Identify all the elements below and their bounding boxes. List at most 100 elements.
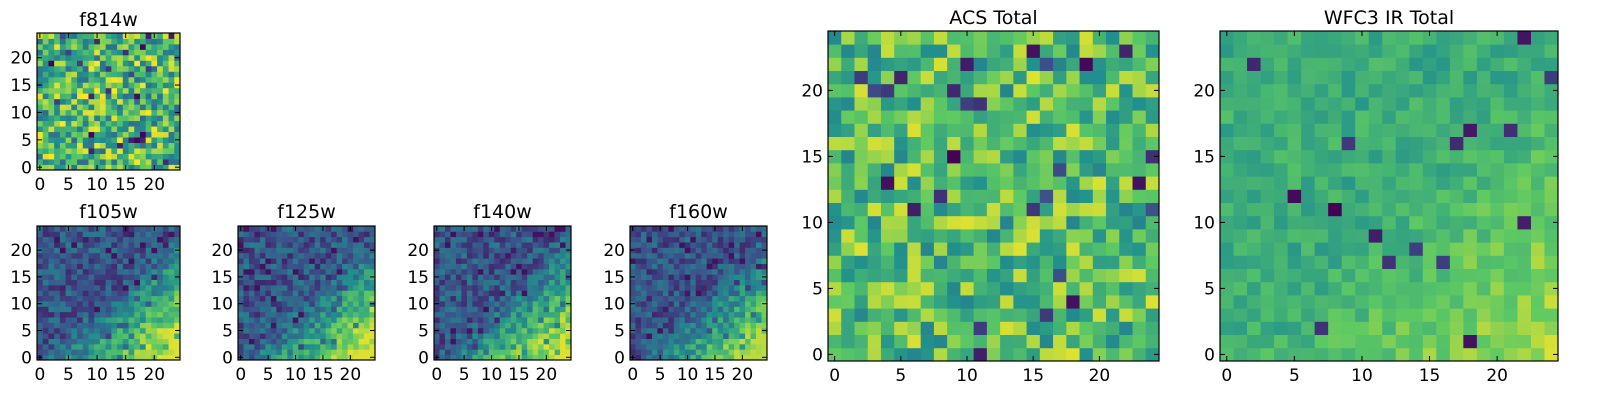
heatmap-cell xyxy=(477,247,484,254)
heatmap-cell xyxy=(145,236,152,243)
heatmap-cell xyxy=(734,268,740,275)
heatmap-cell xyxy=(59,38,66,45)
heatmap-cell xyxy=(1274,97,1288,111)
heatmap-cell xyxy=(657,252,664,259)
heatmap-cell xyxy=(1092,149,1107,164)
heatmap-cell xyxy=(444,247,451,254)
heatmap-cell xyxy=(538,322,544,329)
heatmap-cell xyxy=(1119,83,1133,98)
heatmap-cell xyxy=(358,327,365,334)
heatmap-cell xyxy=(1544,31,1559,45)
heatmap-cell xyxy=(1355,202,1370,217)
heatmap-cell xyxy=(1490,189,1505,203)
heatmap-cell xyxy=(254,349,261,356)
heatmap-cell xyxy=(630,242,636,248)
heatmap-cell xyxy=(42,104,49,111)
heatmap-cell xyxy=(276,306,283,313)
heatmap-cell xyxy=(1260,57,1275,71)
heatmap-cell xyxy=(494,226,501,232)
heatmap-cell xyxy=(1409,281,1424,296)
heatmap-cell xyxy=(646,295,653,302)
heatmap-cell xyxy=(494,343,501,350)
heatmap-cell xyxy=(325,247,332,254)
heatmap-cell xyxy=(105,317,112,323)
heatmap-cell xyxy=(521,343,528,350)
heatmap-cell xyxy=(450,306,457,313)
heatmap-cell xyxy=(364,226,370,232)
heatmap-cell xyxy=(162,338,169,345)
heatmap-cell xyxy=(369,284,376,291)
heatmap-cell xyxy=(841,163,855,177)
heatmap-cell xyxy=(265,349,272,356)
heatmap-cell xyxy=(920,136,935,151)
heatmap-cell xyxy=(287,301,294,307)
heatmap-cell xyxy=(761,279,768,286)
heatmap-cell xyxy=(1409,347,1424,362)
heatmap-cell xyxy=(145,76,152,83)
heatmap-cell xyxy=(723,226,730,232)
heatmap-cell xyxy=(122,71,129,78)
heatmap-cell xyxy=(867,202,882,217)
heatmap-cell xyxy=(59,295,66,302)
heatmap-cell xyxy=(1132,44,1147,58)
heatmap-cell xyxy=(673,343,680,350)
heatmap-cell xyxy=(298,290,305,297)
heatmap-cell xyxy=(168,354,175,361)
heatmap-cell xyxy=(111,164,118,171)
heatmap-cell xyxy=(48,226,55,232)
heatmap-cell xyxy=(532,322,539,329)
heatmap-cell xyxy=(99,252,107,259)
heatmap-cell xyxy=(99,98,107,105)
heatmap-cell xyxy=(287,247,294,254)
heatmap-cell xyxy=(1503,202,1518,217)
heatmap-cell xyxy=(1220,149,1234,164)
heatmap-cell xyxy=(292,252,299,259)
heatmap-cell xyxy=(1106,44,1120,58)
heatmap-cell xyxy=(111,354,118,361)
heatmap-cell xyxy=(1000,202,1014,217)
heatmap-cell xyxy=(1382,57,1397,71)
heatmap-cell xyxy=(1476,163,1491,177)
heatmap-cell xyxy=(88,263,95,270)
heatmap-cell xyxy=(298,247,305,254)
heatmap-cell xyxy=(336,231,343,238)
heatmap-cell xyxy=(516,284,523,291)
heatmap-cell xyxy=(880,44,895,58)
heatmap-cell xyxy=(88,142,95,149)
heatmap-cell xyxy=(1039,136,1054,151)
heatmap-cell xyxy=(347,349,354,356)
heatmap-cell xyxy=(706,231,713,238)
axes-frame xyxy=(827,30,1160,362)
heatmap-cell xyxy=(854,189,869,203)
heatmap-cell xyxy=(434,317,440,323)
heatmap-cell xyxy=(640,279,647,286)
heatmap-cell xyxy=(82,137,89,143)
heatmap-cell xyxy=(139,76,147,83)
heatmap-cell xyxy=(128,268,135,275)
heatmap-cell xyxy=(128,295,135,302)
heatmap-cell xyxy=(320,252,327,259)
heatmap-cell xyxy=(157,33,164,39)
heatmap-cell xyxy=(521,231,528,238)
heatmap-cell xyxy=(960,110,975,124)
heatmap-cell xyxy=(88,268,95,275)
heatmap-cell xyxy=(1463,268,1478,283)
heatmap-cell xyxy=(270,322,277,329)
heatmap-cell xyxy=(54,284,61,291)
heatmap-cell xyxy=(1247,255,1261,269)
heatmap-cell xyxy=(54,43,61,50)
heatmap-cell xyxy=(723,317,730,323)
heatmap-cell xyxy=(151,236,158,243)
heatmap-cell xyxy=(444,311,451,318)
heatmap-cell xyxy=(960,136,975,151)
heatmap-cell xyxy=(122,295,129,302)
heatmap-cell xyxy=(292,338,299,345)
heatmap-cell xyxy=(71,322,78,329)
heatmap-cell xyxy=(309,343,316,350)
heatmap-cell xyxy=(128,104,135,111)
y-tick-label: 5 xyxy=(222,322,233,342)
heatmap-cell xyxy=(265,317,272,323)
heatmap-cell xyxy=(59,54,66,61)
heatmap-cell xyxy=(761,343,768,350)
heatmap-cell xyxy=(947,123,961,137)
